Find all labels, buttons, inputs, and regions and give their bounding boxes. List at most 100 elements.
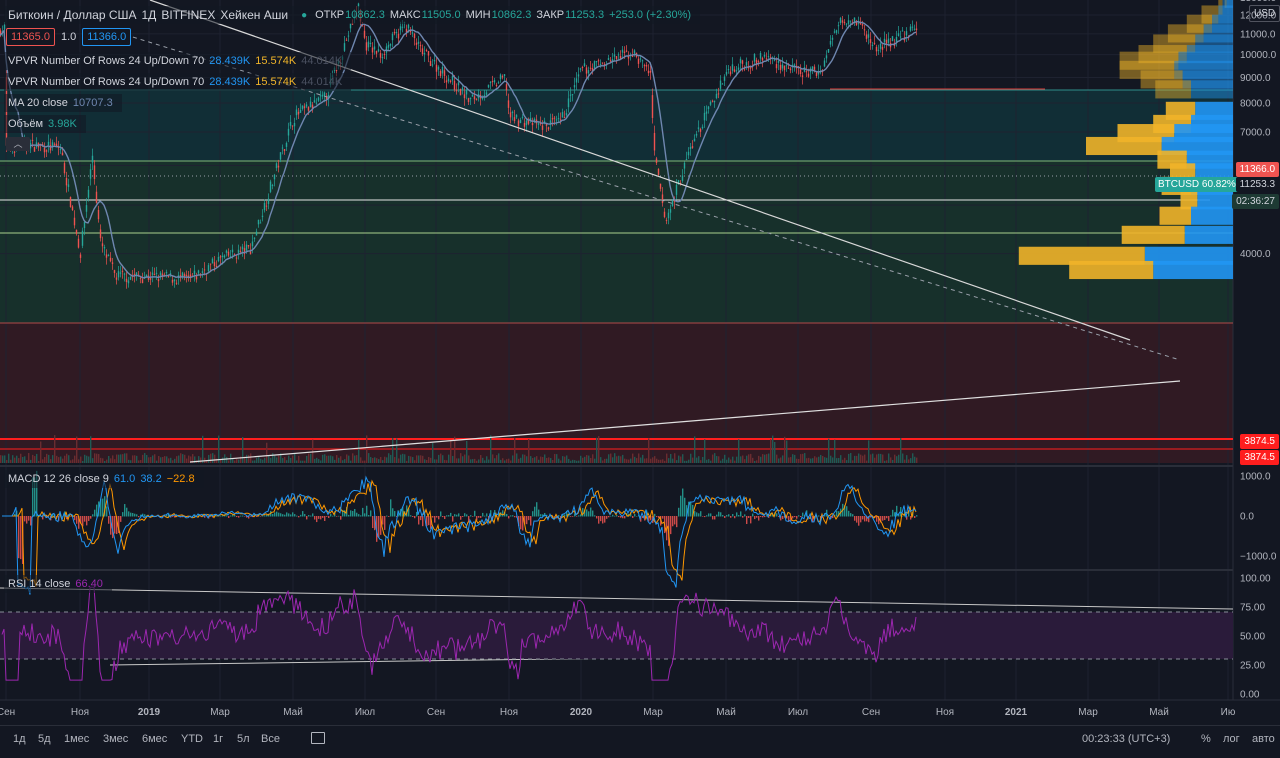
candle-body (443, 70, 446, 76)
horizontal-levels[interactable] (0, 88, 1233, 450)
clock-text[interactable]: 00:23:33 (UTC+3) (1082, 733, 1171, 745)
range-button-1d[interactable]: 1д (13, 733, 26, 745)
volume-bar (172, 460, 174, 463)
volume-bar (430, 457, 432, 463)
macd-histogram-bar (606, 516, 608, 519)
candle-body (449, 80, 452, 83)
volume-legend[interactable]: Объём 3.98K (4, 115, 86, 133)
rsi-legend[interactable]: RSI 14 close 66.40 (4, 575, 112, 593)
rsi-axis[interactable]: 100.00 75.00 50.00 25.00 0.00 (1240, 574, 1271, 701)
macd-histogram-bar (860, 516, 862, 523)
symbol-legend[interactable]: Биткоин / Доллар США 1Д BITFINEX Хейкен … (4, 6, 701, 24)
macd-histogram-bar (566, 510, 568, 517)
log-toggle[interactable]: лог (1223, 733, 1240, 745)
candle-body (485, 92, 488, 95)
candle-body (699, 128, 702, 132)
chart-canvas[interactable]: 15000.014000.013000.012000.011000.010000… (0, 0, 1280, 725)
macd-histogram-bar (560, 516, 562, 519)
volume-bar (882, 454, 884, 463)
collapse-legend-button[interactable]: ︿ (6, 137, 30, 151)
macd-histogram-bar (654, 513, 656, 517)
candle-body (401, 26, 404, 28)
range-button-5d[interactable]: 5д (38, 733, 51, 745)
volume-bar (752, 457, 754, 463)
volume-bar (818, 456, 820, 463)
candle-body (249, 250, 252, 255)
candle-body (843, 21, 846, 24)
ma-value: 10707.3 (72, 97, 113, 109)
macd-pane[interactable] (2, 470, 918, 595)
range-button-all[interactable]: Все (261, 733, 280, 745)
candle-body (571, 94, 574, 96)
range-button-1m[interactable]: 1мес (64, 733, 90, 745)
volume-bar (40, 441, 42, 463)
candle-body (887, 38, 890, 43)
candle-body (585, 67, 588, 74)
macd-histogram-bar (228, 516, 230, 518)
symbol-name[interactable]: Биткоин / Доллар США (8, 8, 137, 22)
macd-histogram-bar (142, 513, 144, 517)
candle-body (807, 73, 810, 77)
auto-toggle[interactable]: авто (1252, 733, 1275, 745)
volume-bar (802, 453, 804, 463)
candle-body (427, 51, 430, 56)
candle-body (457, 82, 460, 86)
buy-button[interactable]: 11366.0 (82, 28, 132, 46)
candle-body (105, 254, 108, 258)
volume-bar (466, 440, 468, 463)
macd-histogram-bar (230, 515, 232, 517)
candle-body (323, 92, 326, 96)
macd-axis[interactable]: 1000.0 0.0 −1000.0 (1240, 472, 1277, 563)
percent-toggle[interactable]: % (1201, 733, 1211, 745)
candle-body (251, 241, 254, 247)
chart-style[interactable]: Хейкен Аши (220, 8, 289, 22)
candle-body (683, 162, 686, 169)
candle-body (153, 274, 156, 276)
macd-legend[interactable]: MACD 12 26 close 9 61.0 38.2 −22.8 (4, 470, 204, 488)
vpvr-name: VPVR Number Of Rows 24 Up/Down 70 (8, 76, 205, 88)
range-button-3m[interactable]: 3мес (103, 733, 129, 745)
ma-legend[interactable]: MA 20 close 10707.3 (4, 94, 122, 112)
rsi-pane[interactable] (0, 586, 1233, 681)
volume-bar (740, 456, 742, 463)
vpvr-row-up (1212, 14, 1233, 33)
volume-bar (436, 459, 438, 463)
price-axis[interactable]: 15000.014000.013000.012000.011000.010000… (1240, 0, 1277, 260)
volume-bar (638, 453, 640, 463)
level-tag-2: 3874.5 (1240, 450, 1279, 465)
macd-histogram-bar (686, 505, 688, 517)
range-button-1y[interactable]: 1г (213, 733, 224, 745)
vpvr-legend-1[interactable]: VPVR Number Of Rows 24 Up/Down 70 28.439… (4, 52, 352, 70)
range-button-6m[interactable]: 6мес (142, 733, 168, 745)
macd-histogram-bar (20, 516, 22, 560)
volume-bar (354, 455, 356, 463)
volume-bar (768, 453, 770, 463)
range-button-5y[interactable]: 5л (237, 733, 250, 745)
candle-body (613, 54, 616, 57)
vpvr-legend-2[interactable]: VPVR Number Of Rows 24 Up/Down 70 28.439… (4, 73, 352, 91)
candle-body (81, 230, 84, 246)
volume-bar (590, 457, 592, 463)
macd-histogram-bar (758, 516, 760, 521)
time-axis[interactable]: Сен Ноя 2019 Мар Май Июл Сен Ноя 2020 Мар Май Июл Се… (0, 707, 1236, 718)
interval[interactable]: 1Д (141, 8, 157, 22)
candle-body (141, 279, 144, 284)
volume-bar (606, 458, 608, 463)
candle-body (487, 84, 490, 88)
candle-body (217, 256, 220, 262)
date-range-icon[interactable] (311, 732, 325, 744)
volume-bar (320, 460, 322, 463)
sell-button[interactable]: 11365.0 (6, 28, 55, 46)
currency-badge[interactable]: USD (1249, 5, 1280, 22)
volume-bar (610, 453, 612, 463)
macd-histogram-bar (622, 516, 624, 519)
candle-body (263, 202, 266, 211)
macd-histogram-bar (146, 515, 148, 517)
macd-histogram-bar (678, 507, 680, 517)
macd-histogram-bar (712, 516, 714, 520)
ma-20-line[interactable] (0, 20, 917, 279)
macd-histogram-bar (288, 513, 290, 517)
volume-bar (158, 455, 160, 463)
candle-body (133, 273, 136, 275)
range-button-ytd[interactable]: YTD (181, 733, 203, 745)
